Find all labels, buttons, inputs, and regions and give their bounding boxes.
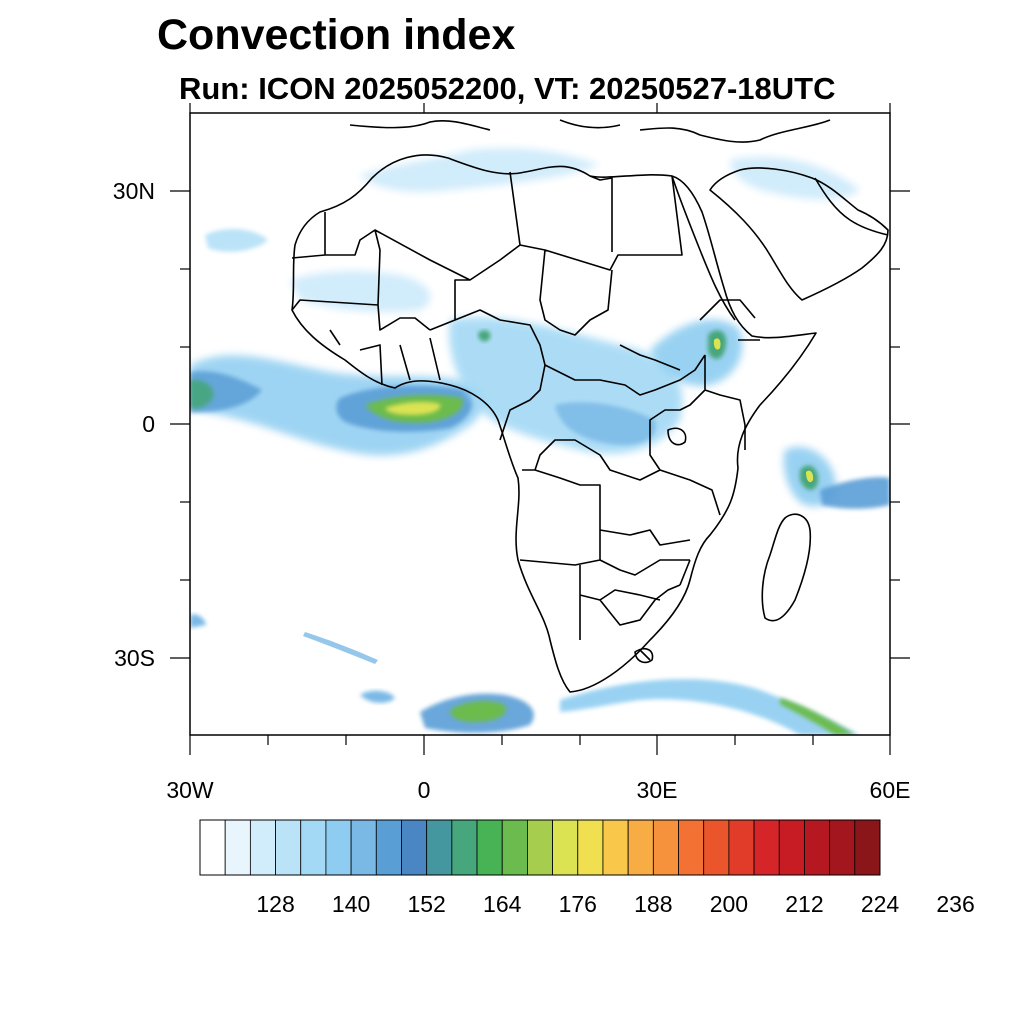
colorbar-label: 200 bbox=[710, 891, 748, 917]
convection-area-west-sahara-light bbox=[290, 270, 431, 312]
coastlines-and-borders bbox=[291, 119, 889, 693]
convection-area-west-edge-cell bbox=[190, 614, 206, 628]
colorbar-box bbox=[602, 819, 629, 876]
colorbar-frame bbox=[199, 819, 881, 876]
colorbar-label: 236 bbox=[936, 891, 974, 917]
persian-gulf-coast bbox=[814, 177, 889, 236]
colorbar-box bbox=[451, 819, 478, 876]
lon-label-30w: 30W bbox=[166, 777, 214, 803]
convection-area-canary-light bbox=[205, 228, 268, 252]
colorbar-box bbox=[552, 819, 579, 876]
convection-field bbox=[190, 148, 890, 735]
convection-area-ethiopia-peak bbox=[713, 338, 721, 350]
colorbar-box bbox=[652, 819, 679, 876]
colorbar-box bbox=[325, 819, 352, 876]
convection-area-southwest-cell bbox=[360, 690, 395, 703]
colorbar-box bbox=[678, 819, 705, 876]
colorbar-label: 212 bbox=[785, 891, 823, 917]
convection-area-sahara-light bbox=[360, 148, 600, 192]
colorbar-box bbox=[854, 819, 881, 876]
colorbar-box bbox=[476, 819, 503, 876]
arabian-peninsula-coastline bbox=[709, 167, 889, 301]
colorbar: 128 140 152 164 176 188 200 212 224 236 bbox=[199, 819, 975, 917]
colorbar-box bbox=[753, 819, 780, 876]
mediterranean-north-coast bbox=[349, 119, 831, 143]
country-borders bbox=[291, 171, 760, 661]
colorbar-box bbox=[627, 819, 654, 876]
colorbar-label: 188 bbox=[634, 891, 672, 917]
convection-area-nigeria-cell bbox=[478, 330, 491, 342]
colorbar-box bbox=[703, 819, 730, 876]
colorbar-label: 152 bbox=[407, 891, 445, 917]
colorbar-box bbox=[300, 819, 327, 876]
colorbar-box bbox=[804, 819, 831, 876]
convection-area-atlantic-core bbox=[190, 379, 214, 409]
lake-victoria bbox=[667, 427, 687, 446]
colorbar-labels: 128 140 152 164 176 188 200 212 224 236 bbox=[256, 891, 974, 917]
map-ticks bbox=[170, 103, 910, 755]
colorbar-label: 128 bbox=[256, 891, 294, 917]
map-panel bbox=[190, 119, 890, 735]
lat-label-equator: 0 bbox=[142, 411, 155, 437]
lon-label-60e: 60E bbox=[870, 777, 911, 803]
red-sea-west-coast bbox=[671, 175, 736, 321]
lesotho-border bbox=[634, 648, 654, 664]
colorbar-box bbox=[778, 819, 805, 876]
colorbar-box bbox=[350, 819, 377, 876]
convection-area-indian-ocean-peak bbox=[806, 470, 814, 483]
colorbar-label: 140 bbox=[332, 891, 370, 917]
lon-label-0: 0 bbox=[418, 777, 431, 803]
africa-coastline bbox=[291, 154, 817, 693]
convection-area-central-africa-mid bbox=[555, 402, 656, 445]
colorbar-box bbox=[527, 819, 553, 876]
convection-area-arabia-light bbox=[730, 156, 860, 200]
colorbar-box bbox=[728, 819, 755, 876]
colorbar-box bbox=[501, 819, 528, 876]
chart-title: Convection index bbox=[157, 11, 516, 59]
colorbar-box bbox=[829, 819, 856, 876]
colorbar-label: 176 bbox=[559, 891, 597, 917]
convection-area-southern-ocean-core bbox=[780, 698, 855, 735]
colorbar-box bbox=[224, 819, 251, 876]
madagascar-coastline bbox=[761, 513, 812, 622]
colorbar-box bbox=[275, 819, 302, 876]
colorbar-box bbox=[401, 819, 428, 876]
convection-area-southwest-streak bbox=[303, 632, 378, 664]
convection-area-southern-ocean bbox=[560, 679, 860, 735]
colorbar-box bbox=[249, 819, 276, 876]
convection-area-south-atlantic-core bbox=[450, 700, 506, 722]
colorbar-box bbox=[426, 819, 453, 876]
lat-label-30s: 30S bbox=[114, 645, 155, 671]
colorbar-label: 164 bbox=[483, 891, 522, 917]
colorbar-boxes bbox=[199, 819, 881, 876]
colorbar-box bbox=[199, 819, 226, 876]
colorbar-box bbox=[375, 819, 402, 876]
convection-area-indian-ocean-east bbox=[820, 477, 890, 509]
colorbar-label: 224 bbox=[861, 891, 900, 917]
chart-subtitle: Run: ICON 2025052200, VT: 20250527-18UTC bbox=[179, 71, 836, 106]
colorbar-box bbox=[577, 819, 604, 876]
lon-label-30e: 30E bbox=[637, 777, 678, 803]
lat-label-30n: 30N bbox=[113, 178, 155, 204]
convection-area-gulf-guinea-core bbox=[385, 401, 441, 415]
